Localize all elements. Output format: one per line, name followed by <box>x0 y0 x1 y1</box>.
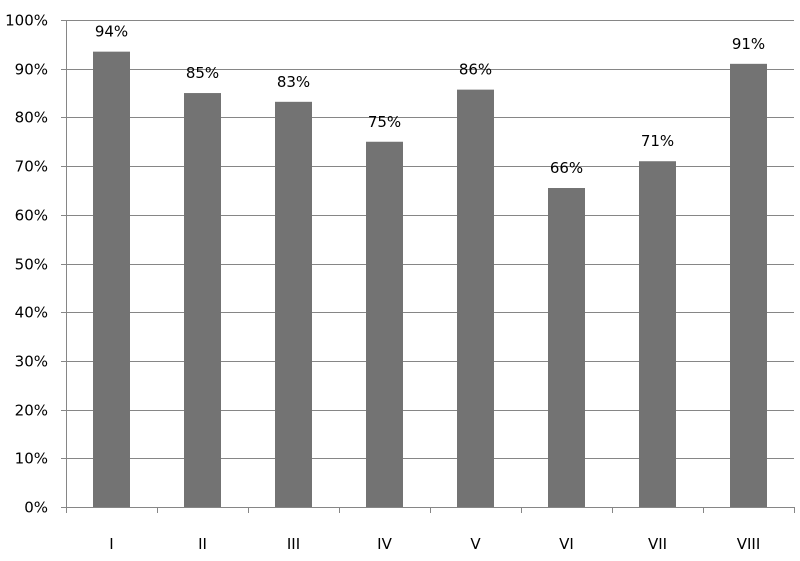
bar-III <box>275 101 312 507</box>
y-tick-label: 60% <box>15 207 48 225</box>
labels: 0% 10% 20% 30% 40% 50% 60% 70% 80% 90% 100% 94% I 85%… <box>5 12 765 554</box>
data-label: 83% <box>277 73 310 91</box>
data-label: 86% <box>459 61 492 79</box>
y-tick-label: 100% <box>5 12 48 30</box>
data-label: 94% <box>95 23 128 41</box>
y-tick-label: 30% <box>15 353 48 371</box>
y-tick-label: 50% <box>15 256 48 274</box>
bar-V <box>457 89 494 508</box>
y-tick-label: 80% <box>15 109 48 127</box>
data-label: 85% <box>186 64 219 82</box>
y-tick-label: 0% <box>24 499 48 517</box>
bar-VIII <box>730 63 767 508</box>
data-label: 66% <box>550 159 583 177</box>
bar-I <box>93 51 130 507</box>
x-tick-label: VI <box>559 535 574 553</box>
bar-II <box>184 93 221 508</box>
x-tick-label: I <box>109 535 113 553</box>
bars <box>93 51 767 508</box>
bar-IV <box>366 141 403 507</box>
y-tick-label: 40% <box>15 304 48 322</box>
x-tick-label: V <box>470 535 481 553</box>
y-tick-label: 10% <box>15 450 48 468</box>
x-tick-label: II <box>198 535 207 553</box>
y-tick-label: 20% <box>15 402 48 420</box>
bar-VII <box>639 161 676 508</box>
y-tick-label: 90% <box>15 61 48 79</box>
bar-VI <box>548 188 585 507</box>
x-tick-label: VII <box>648 535 667 553</box>
x-tick-label: IV <box>377 535 392 553</box>
y-tick-label: 70% <box>15 158 48 176</box>
data-label: 71% <box>641 132 674 150</box>
gridlines <box>66 20 794 459</box>
axes <box>61 20 795 513</box>
x-tick-label: VIII <box>737 535 761 553</box>
x-tick-label: III <box>287 535 300 553</box>
data-label: 75% <box>368 113 401 131</box>
data-label: 91% <box>732 35 765 53</box>
